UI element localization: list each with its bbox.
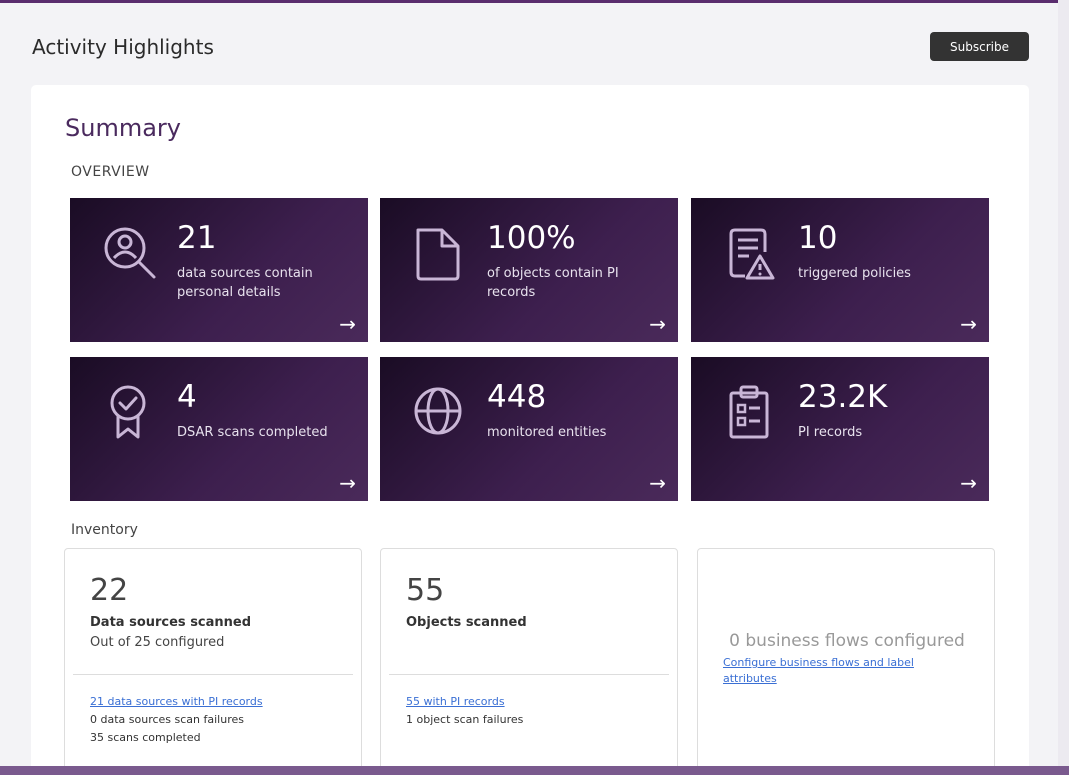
tile-pi-records[interactable]: 23.2K PI records →: [691, 357, 989, 501]
overview-label: OVERVIEW: [71, 164, 150, 180]
bottom-border: [0, 766, 1069, 775]
subscribe-button[interactable]: Subscribe: [930, 32, 1029, 61]
search-person-icon: [104, 227, 156, 279]
globe-icon: [414, 387, 462, 435]
tile-value: 448: [487, 379, 547, 415]
arrow-right-icon[interactable]: →: [339, 312, 356, 336]
policy-alert-icon: [729, 228, 775, 280]
data-sources-failures: 0 data sources scan failures: [90, 713, 244, 726]
document-icon: [416, 228, 460, 281]
tile-description: monitored entities: [487, 425, 607, 440]
objects-label: Objects scanned: [406, 615, 527, 630]
tile-description: data sources contain personal details: [177, 266, 313, 300]
arrow-right-icon[interactable]: →: [649, 312, 666, 336]
tile-entities[interactable]: 448 monitored entities →: [380, 357, 678, 501]
data-sources-sub: Out of 25 configured: [90, 635, 225, 650]
tile-dsar[interactable]: 4 DSAR scans completed →: [70, 357, 368, 501]
objects-pi-link[interactable]: 55 with PI records: [406, 695, 505, 708]
tile-objects[interactable]: 100% of objects contain PI records →: [380, 198, 678, 342]
inventory-label: Inventory: [71, 522, 138, 538]
business-flows-title: 0 business flows configured: [729, 631, 965, 651]
tile-description: triggered policies: [798, 266, 911, 281]
objects-failures: 1 object scan failures: [406, 713, 524, 726]
arrow-right-icon[interactable]: →: [339, 471, 356, 495]
inventory-objects: 55 Objects scanned 55 with PI records 1 …: [380, 548, 678, 775]
clipboard-list-icon: [729, 385, 769, 439]
objects-count: 55: [406, 573, 445, 608]
tile-value: 100%: [487, 220, 576, 256]
data-sources-scans: 35 scans completed: [90, 731, 201, 744]
tile-value: 4: [177, 379, 197, 415]
tile-data-sources[interactable]: 21 data sources contain personal details…: [70, 198, 368, 342]
top-border: [0, 0, 1069, 3]
data-sources-pi-link[interactable]: 21 data sources with PI records: [90, 695, 263, 708]
data-sources-label: Data sources scanned: [90, 615, 252, 630]
inventory-data-sources: 22 Data sources scanned Out of 25 config…: [64, 548, 362, 775]
tile-description: of objects contain PI records: [487, 266, 619, 300]
page-title: Activity Highlights: [32, 35, 214, 59]
divider: [389, 674, 669, 675]
badge-check-icon: [110, 385, 146, 439]
configure-business-flows-link[interactable]: Configure business flows and label attri…: [723, 656, 914, 685]
arrow-right-icon[interactable]: →: [649, 471, 666, 495]
tile-policies[interactable]: 10 triggered policies →: [691, 198, 989, 342]
tile-description: DSAR scans completed: [177, 425, 328, 440]
scrollbar[interactable]: [1058, 0, 1069, 766]
arrow-right-icon[interactable]: →: [960, 471, 977, 495]
tile-value: 10: [798, 220, 838, 256]
summary-card: Summary OVERVIEW 21 data sources contain…: [31, 85, 1029, 775]
data-sources-count: 22: [90, 573, 129, 608]
tile-value: 21: [177, 220, 217, 256]
tile-value: 23.2K: [798, 379, 888, 415]
divider: [73, 674, 353, 675]
arrow-right-icon[interactable]: →: [960, 312, 977, 336]
inventory-business-flows: 0 business flows configured Configure bu…: [697, 548, 995, 775]
summary-title: Summary: [65, 114, 181, 142]
tile-description: PI records: [798, 425, 863, 440]
